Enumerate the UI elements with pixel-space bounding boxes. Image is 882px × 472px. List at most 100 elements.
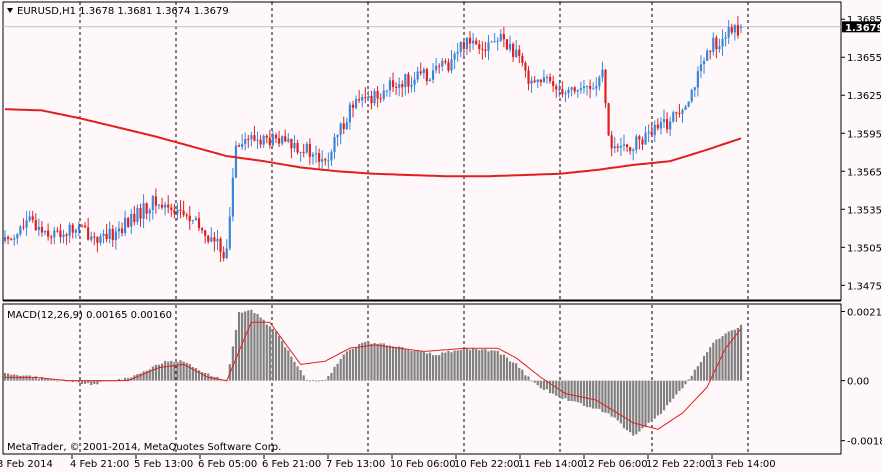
- macd-bar: [200, 372, 204, 381]
- macd-bar: [367, 341, 370, 381]
- candle-body: [151, 196, 154, 210]
- time-axis: 3 Feb 2014 4 Feb 21:00 5 Feb 13:00 6 Feb 05…: [0, 455, 776, 470]
- candle-body: [136, 208, 139, 222]
- candle-body: [431, 70, 435, 80]
- candle-body: [173, 210, 176, 214]
- candle-body: [450, 59, 453, 71]
- candle-body: [277, 138, 281, 144]
- candle-body: [595, 86, 598, 89]
- candle-body: [438, 65, 441, 67]
- candle-body: [99, 235, 102, 243]
- macd-bar: [262, 319, 265, 381]
- candle-body: [727, 27, 730, 38]
- candle-body: [213, 237, 216, 242]
- macd-bar: [613, 380, 616, 418]
- candle-body: [37, 226, 40, 231]
- candle-body: [219, 238, 222, 253]
- macd-bar: [739, 324, 743, 381]
- macd-bar: [148, 369, 151, 381]
- macd-bar: [164, 360, 167, 381]
- macd-bar: [736, 327, 740, 381]
- candle-body: [83, 225, 87, 228]
- macd-bar: [231, 346, 234, 381]
- candle-body: [545, 76, 549, 78]
- macd-bar: [527, 376, 530, 381]
- macd-bar: [185, 362, 188, 381]
- candle-body: [625, 144, 629, 147]
- moving-average-line: [4, 108, 742, 178]
- macd-bar: [721, 336, 724, 381]
- time-axis-label: 12 Feb 06:00: [582, 459, 648, 470]
- candle-body: [210, 237, 213, 242]
- candle-body: [416, 71, 419, 80]
- macd-bar: [179, 360, 182, 381]
- macd-bar: [50, 379, 53, 381]
- candle-body: [675, 112, 678, 114]
- macd-bar: [629, 380, 632, 433]
- candle-body: [281, 136, 284, 144]
- candle-body: [318, 153, 321, 162]
- macd-bar: [515, 363, 518, 381]
- candle-body: [62, 234, 65, 238]
- candle-body: [34, 219, 37, 231]
- candle-body: [690, 90, 693, 102]
- macd-bar: [625, 380, 629, 431]
- candle-body: [271, 134, 275, 146]
- macd-bar: [576, 380, 579, 403]
- candle-body: [364, 97, 367, 99]
- candle-body: [339, 123, 342, 135]
- macd-bar: [475, 349, 478, 381]
- macd-bar: [635, 380, 638, 435]
- macd-bar: [311, 380, 315, 382]
- candle-body: [10, 239, 13, 241]
- candle-body: [512, 43, 515, 57]
- macd-bar: [176, 362, 179, 381]
- candle-body: [225, 248, 228, 259]
- macd-bar: [582, 380, 586, 406]
- macd-bar: [536, 380, 539, 386]
- macd-bar: [733, 329, 736, 381]
- candle-body: [444, 60, 447, 63]
- candle-body: [524, 62, 527, 71]
- candle-body: [40, 226, 44, 233]
- candle-body: [653, 124, 656, 136]
- macd-bar: [77, 380, 81, 383]
- candle-body: [164, 204, 167, 208]
- candle-body: [6, 236, 10, 240]
- macd-bar: [558, 380, 561, 398]
- macd-axis: 0.00213 0.00 -0.00185: [841, 308, 882, 448]
- macd-bar: [71, 380, 74, 383]
- candle-body: [471, 40, 475, 44]
- candle-body: [659, 122, 663, 129]
- copyright-label: MetaTrader, © 2001-2014, MetaQuotes Soft…: [7, 442, 281, 453]
- macd-bar: [136, 374, 139, 381]
- macd-bar: [579, 380, 582, 404]
- macd-bar: [274, 331, 278, 381]
- macd-bar: [456, 350, 459, 381]
- candle-body: [370, 95, 373, 104]
- candle-body: [481, 48, 484, 50]
- time-axis-label: 10 Feb 06:00: [390, 459, 456, 470]
- triangle-down-icon[interactable]: [7, 8, 13, 13]
- candle-body: [678, 112, 681, 114]
- macd-bar: [90, 380, 93, 386]
- candle-body: [644, 132, 647, 145]
- macd-bar: [157, 364, 161, 381]
- candle-body: [330, 151, 333, 161]
- macd-bar: [354, 347, 358, 381]
- price-axis-label: 1.3565: [847, 167, 882, 178]
- macd-bar: [521, 369, 524, 381]
- candle-body: [228, 216, 231, 249]
- candle-body: [302, 151, 305, 153]
- candle-body: [604, 69, 607, 104]
- macd-bar: [265, 324, 268, 381]
- candle-body: [515, 49, 518, 57]
- candle-body: [555, 86, 558, 90]
- macd-indicator-label: MACD(12,26,9) 0.00165 0.00160: [7, 310, 172, 321]
- macd-bar: [197, 370, 201, 381]
- candle-body: [499, 33, 502, 41]
- macd-bar: [619, 380, 622, 424]
- candle-body: [425, 69, 428, 82]
- macd-bar: [127, 377, 130, 381]
